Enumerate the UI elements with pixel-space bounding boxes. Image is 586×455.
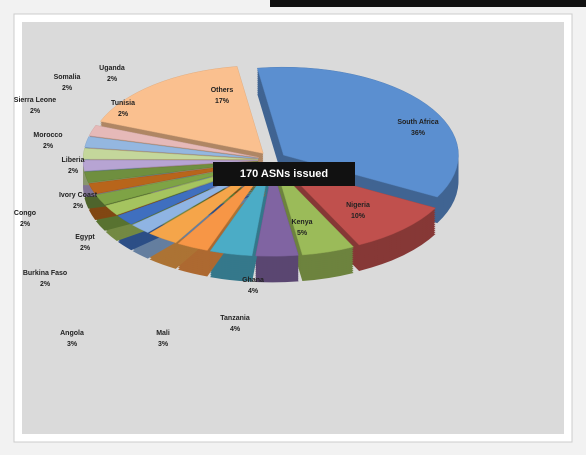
slice-value-label: 3%	[158, 341, 169, 348]
slice-value-label: 36%	[411, 130, 426, 137]
slice-value-label: 2%	[30, 108, 41, 115]
slice-label: Sierra Leone	[14, 97, 57, 104]
slice-value-label: 17%	[215, 98, 230, 105]
slice	[99, 66, 264, 154]
slice-value-label: 2%	[68, 168, 79, 175]
slice	[177, 167, 267, 251]
slice-label: Angola	[60, 330, 84, 337]
slice-value-label: 2%	[20, 221, 31, 228]
slice-value-label: 2%	[73, 203, 84, 210]
slice-value-label: 2%	[62, 85, 73, 92]
slice	[275, 167, 355, 256]
slice-label: Liberia	[62, 157, 85, 164]
slice	[255, 168, 299, 257]
slice-value-label: 10%	[351, 213, 366, 220]
slice-label: South Africa	[397, 119, 438, 126]
slice-value-label: 2%	[107, 76, 118, 83]
slice-value-label: 2%	[118, 111, 129, 118]
slice-label: Somalia	[54, 74, 81, 81]
slice-value-label: 4%	[230, 326, 241, 333]
top-bar	[270, 0, 586, 7]
slice-label: Mali	[156, 330, 170, 337]
slice-label: Ghana	[242, 277, 264, 284]
slice-label: Nigeria	[346, 202, 370, 209]
slice	[84, 136, 259, 159]
slice-label: Morocco	[33, 132, 62, 139]
slice-value-label: 3%	[67, 341, 78, 348]
slice-value-label: 2%	[80, 245, 91, 252]
annotation-box	[213, 162, 355, 186]
slice-value-label: 4%	[248, 288, 259, 295]
slice	[256, 66, 459, 198]
slice-label: Tunisia	[111, 100, 135, 107]
annotation: 170 ASNs issued	[240, 168, 328, 180]
slice-label: Egypt	[75, 234, 95, 241]
slice-value-label: 2%	[40, 281, 51, 288]
slice-label: Tanzania	[220, 315, 250, 322]
slice-label: Congo	[14, 210, 36, 217]
slice-label: Uganda	[99, 65, 125, 72]
slice-label: Kenya	[291, 219, 312, 226]
slice-label: Others	[211, 87, 234, 94]
slice-value-label: 2%	[43, 143, 54, 150]
slice	[88, 125, 259, 158]
slice-label: Ivory Coast	[59, 192, 98, 199]
slice-value-label: 5%	[297, 230, 308, 237]
slice	[82, 148, 259, 160]
slice-label: Burkina Faso	[23, 270, 67, 277]
slice	[209, 168, 270, 257]
